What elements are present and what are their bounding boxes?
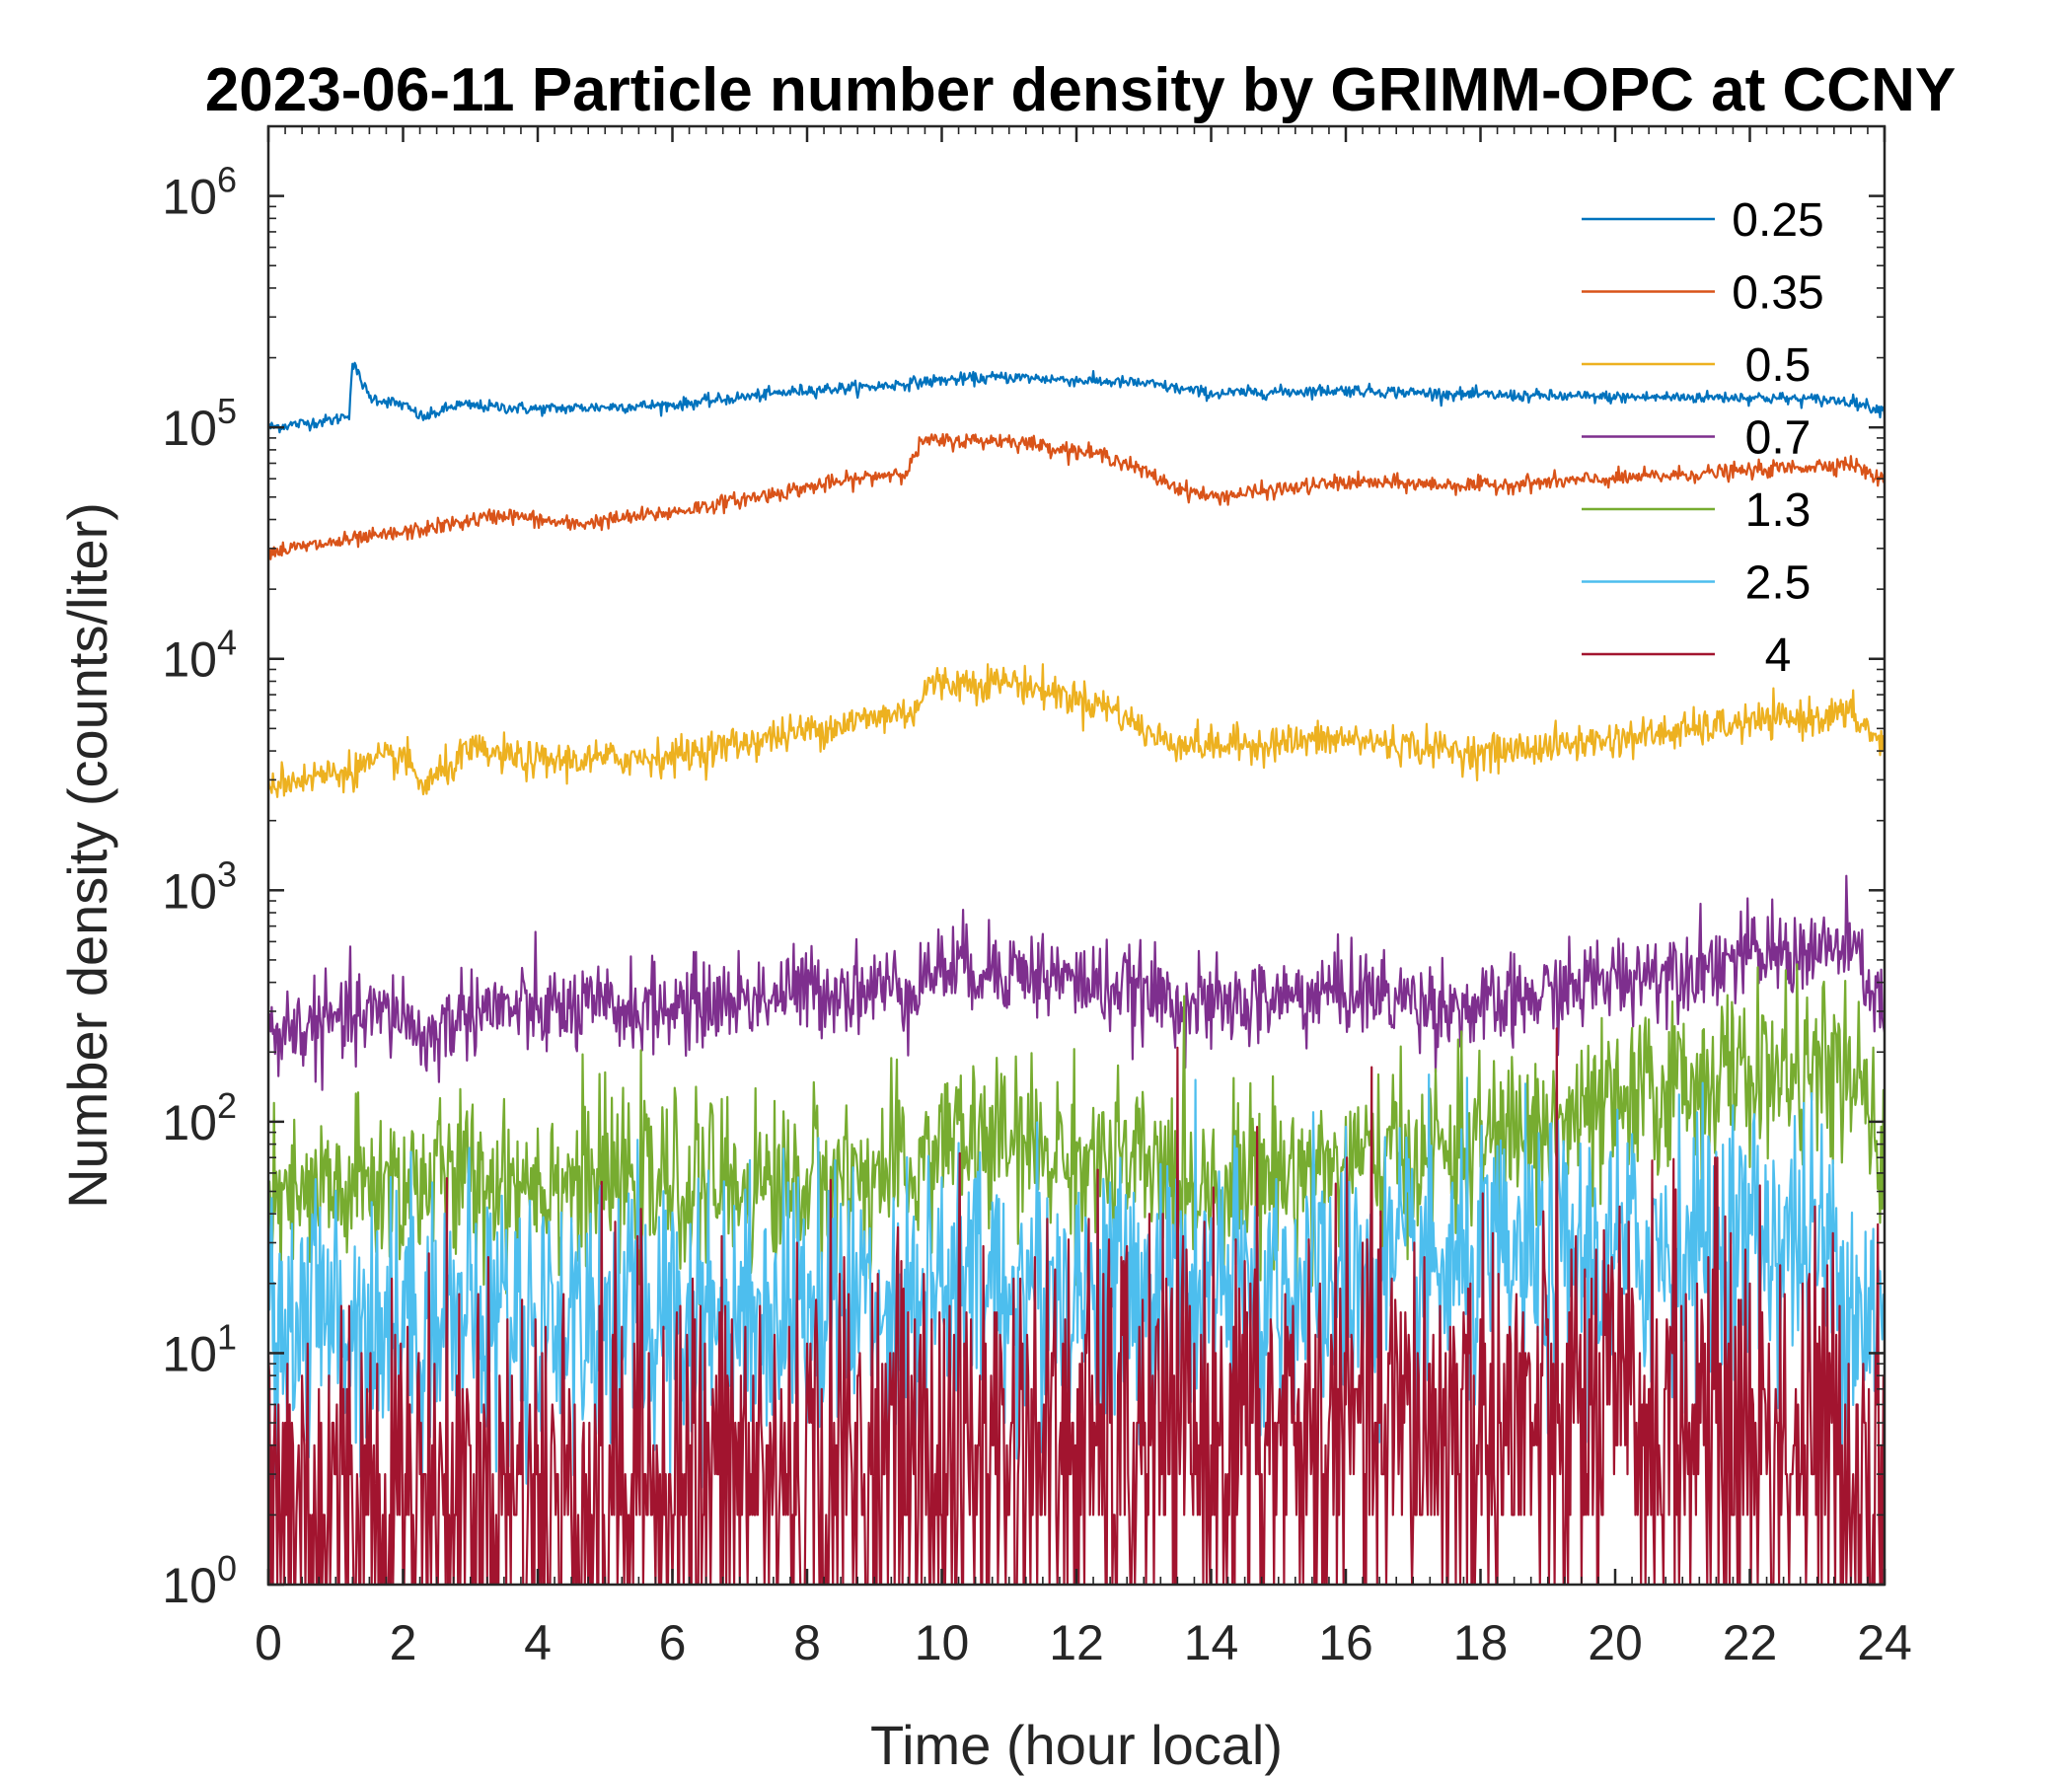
legend-label-1-3: 1.3 bbox=[1745, 484, 1812, 537]
legend-label-0-7: 0.7 bbox=[1745, 412, 1812, 465]
y-tick-label: 100 bbox=[162, 1548, 237, 1613]
x-tick-label: 6 bbox=[659, 1615, 687, 1670]
legend: 0.25 0.35 0.5 0.7 1.3 2.5 4 bbox=[1582, 194, 1824, 682]
x-tick-label: 0 bbox=[255, 1615, 282, 1670]
series-line-2-5 bbox=[268, 1073, 1885, 1508]
legend-label-4: 4 bbox=[1765, 629, 1792, 682]
series-line-0-25 bbox=[268, 361, 1885, 434]
series-line-0-5 bbox=[268, 663, 1885, 798]
x-tick-label: 22 bbox=[1723, 1615, 1778, 1670]
plot-area: 0 2 4 6 8 10 12 14 16 18 20 22 241001011021031041051… bbox=[162, 124, 1912, 1670]
y-tick-label: 102 bbox=[162, 1085, 237, 1150]
series-line-4 bbox=[268, 1027, 1885, 1585]
chart-title: 2023-06-11 Particle number density by GR… bbox=[205, 56, 1956, 124]
x-tick-label: 24 bbox=[1857, 1615, 1912, 1670]
x-tick-label: 18 bbox=[1453, 1615, 1509, 1670]
y-tick-label: 101 bbox=[162, 1316, 237, 1381]
y-tick-label: 103 bbox=[162, 853, 237, 919]
series-line-0-7 bbox=[268, 874, 1885, 1091]
y-axis-label: Number density (counts/liter) bbox=[56, 502, 118, 1209]
x-tick-label: 10 bbox=[915, 1615, 970, 1670]
axis-ticks: 0 2 4 6 8 10 12 14 16 18 20 22 241001011021031041051… bbox=[162, 125, 1912, 1670]
legend-label-2-5: 2.5 bbox=[1745, 557, 1812, 610]
y-tick-label: 106 bbox=[162, 160, 237, 225]
x-tick-label: 8 bbox=[793, 1615, 821, 1670]
legend-label-0-5: 0.5 bbox=[1745, 339, 1812, 392]
x-tick-label: 2 bbox=[390, 1615, 417, 1670]
x-tick-label: 14 bbox=[1184, 1615, 1239, 1670]
x-tick-label: 16 bbox=[1318, 1615, 1373, 1670]
legend-label-0-25: 0.25 bbox=[1732, 194, 1823, 247]
series-line-0-35 bbox=[268, 432, 1885, 560]
series-lines bbox=[268, 361, 1885, 1585]
y-tick-label: 105 bbox=[162, 391, 237, 456]
x-axis-label: Time (hour local) bbox=[870, 1714, 1283, 1776]
x-tick-label: 20 bbox=[1588, 1615, 1643, 1670]
y-tick-label: 104 bbox=[162, 623, 237, 688]
series-line-1-3 bbox=[268, 963, 1885, 1305]
legend-label-0-35: 0.35 bbox=[1732, 267, 1823, 320]
x-tick-label: 4 bbox=[524, 1615, 552, 1670]
x-tick-label: 12 bbox=[1049, 1615, 1104, 1670]
